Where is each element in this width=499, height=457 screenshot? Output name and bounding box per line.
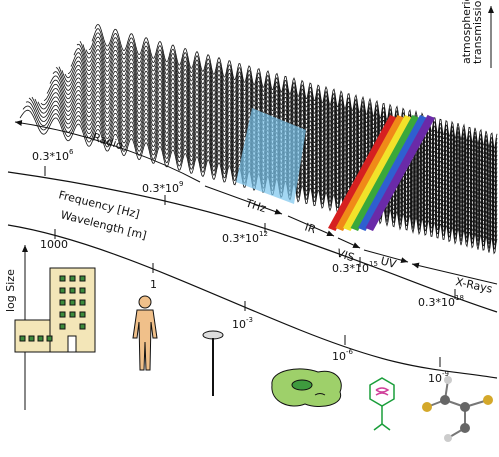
tick-label: 0.3*109	[142, 180, 183, 195]
tick-label: 10-6	[332, 348, 354, 363]
tick-base: 0.3*10	[418, 296, 455, 309]
tick-base: 0.3*10	[32, 150, 69, 163]
tick-exp: -3	[246, 316, 253, 324]
band-label: X-Rays	[454, 275, 493, 296]
human-icon	[133, 296, 157, 370]
tick-base: 1000	[40, 238, 68, 251]
tick-exp: 9	[179, 180, 183, 188]
cell-icon	[272, 369, 341, 407]
band-label: UV	[379, 254, 398, 271]
tick-exp: 12	[259, 230, 268, 238]
spectrum-diagram: Radio THz IR VIS UV X-Rays Frequency [Hz…	[0, 0, 499, 457]
tick-base: 0.3*10	[332, 262, 369, 275]
tick-label: 0.3*1018	[418, 294, 464, 309]
tick-base: 10	[332, 350, 346, 363]
tick-label: 0.3*1012	[222, 230, 268, 245]
tick-label: 1	[150, 278, 157, 291]
tick-base: 1	[150, 278, 157, 291]
tick-label: 1000	[40, 238, 68, 251]
molecule-icon	[422, 376, 493, 442]
pin-icon	[203, 331, 223, 396]
tick-label: 10-3	[232, 316, 253, 331]
tick-exp: 15	[369, 260, 378, 268]
tick-base: 10	[232, 318, 246, 331]
size-axis-label: log Size	[4, 269, 17, 312]
transmission-label: transmission	[471, 0, 484, 64]
tick-label: 0.3*106	[32, 148, 74, 163]
virus-icon	[370, 378, 394, 430]
tick-base: 0.3*10	[222, 232, 259, 245]
tick-exp: 6	[69, 148, 74, 156]
tick-exp: -6	[346, 348, 354, 356]
band-label: THz	[243, 196, 268, 215]
tick-label: 0.3*1015	[332, 260, 378, 275]
tick-base: 10	[428, 372, 442, 385]
band-label: IR	[303, 220, 318, 236]
tick-base: 0.3*10	[142, 182, 179, 195]
tick-exp: 18	[455, 294, 464, 302]
building-icon	[15, 268, 95, 352]
